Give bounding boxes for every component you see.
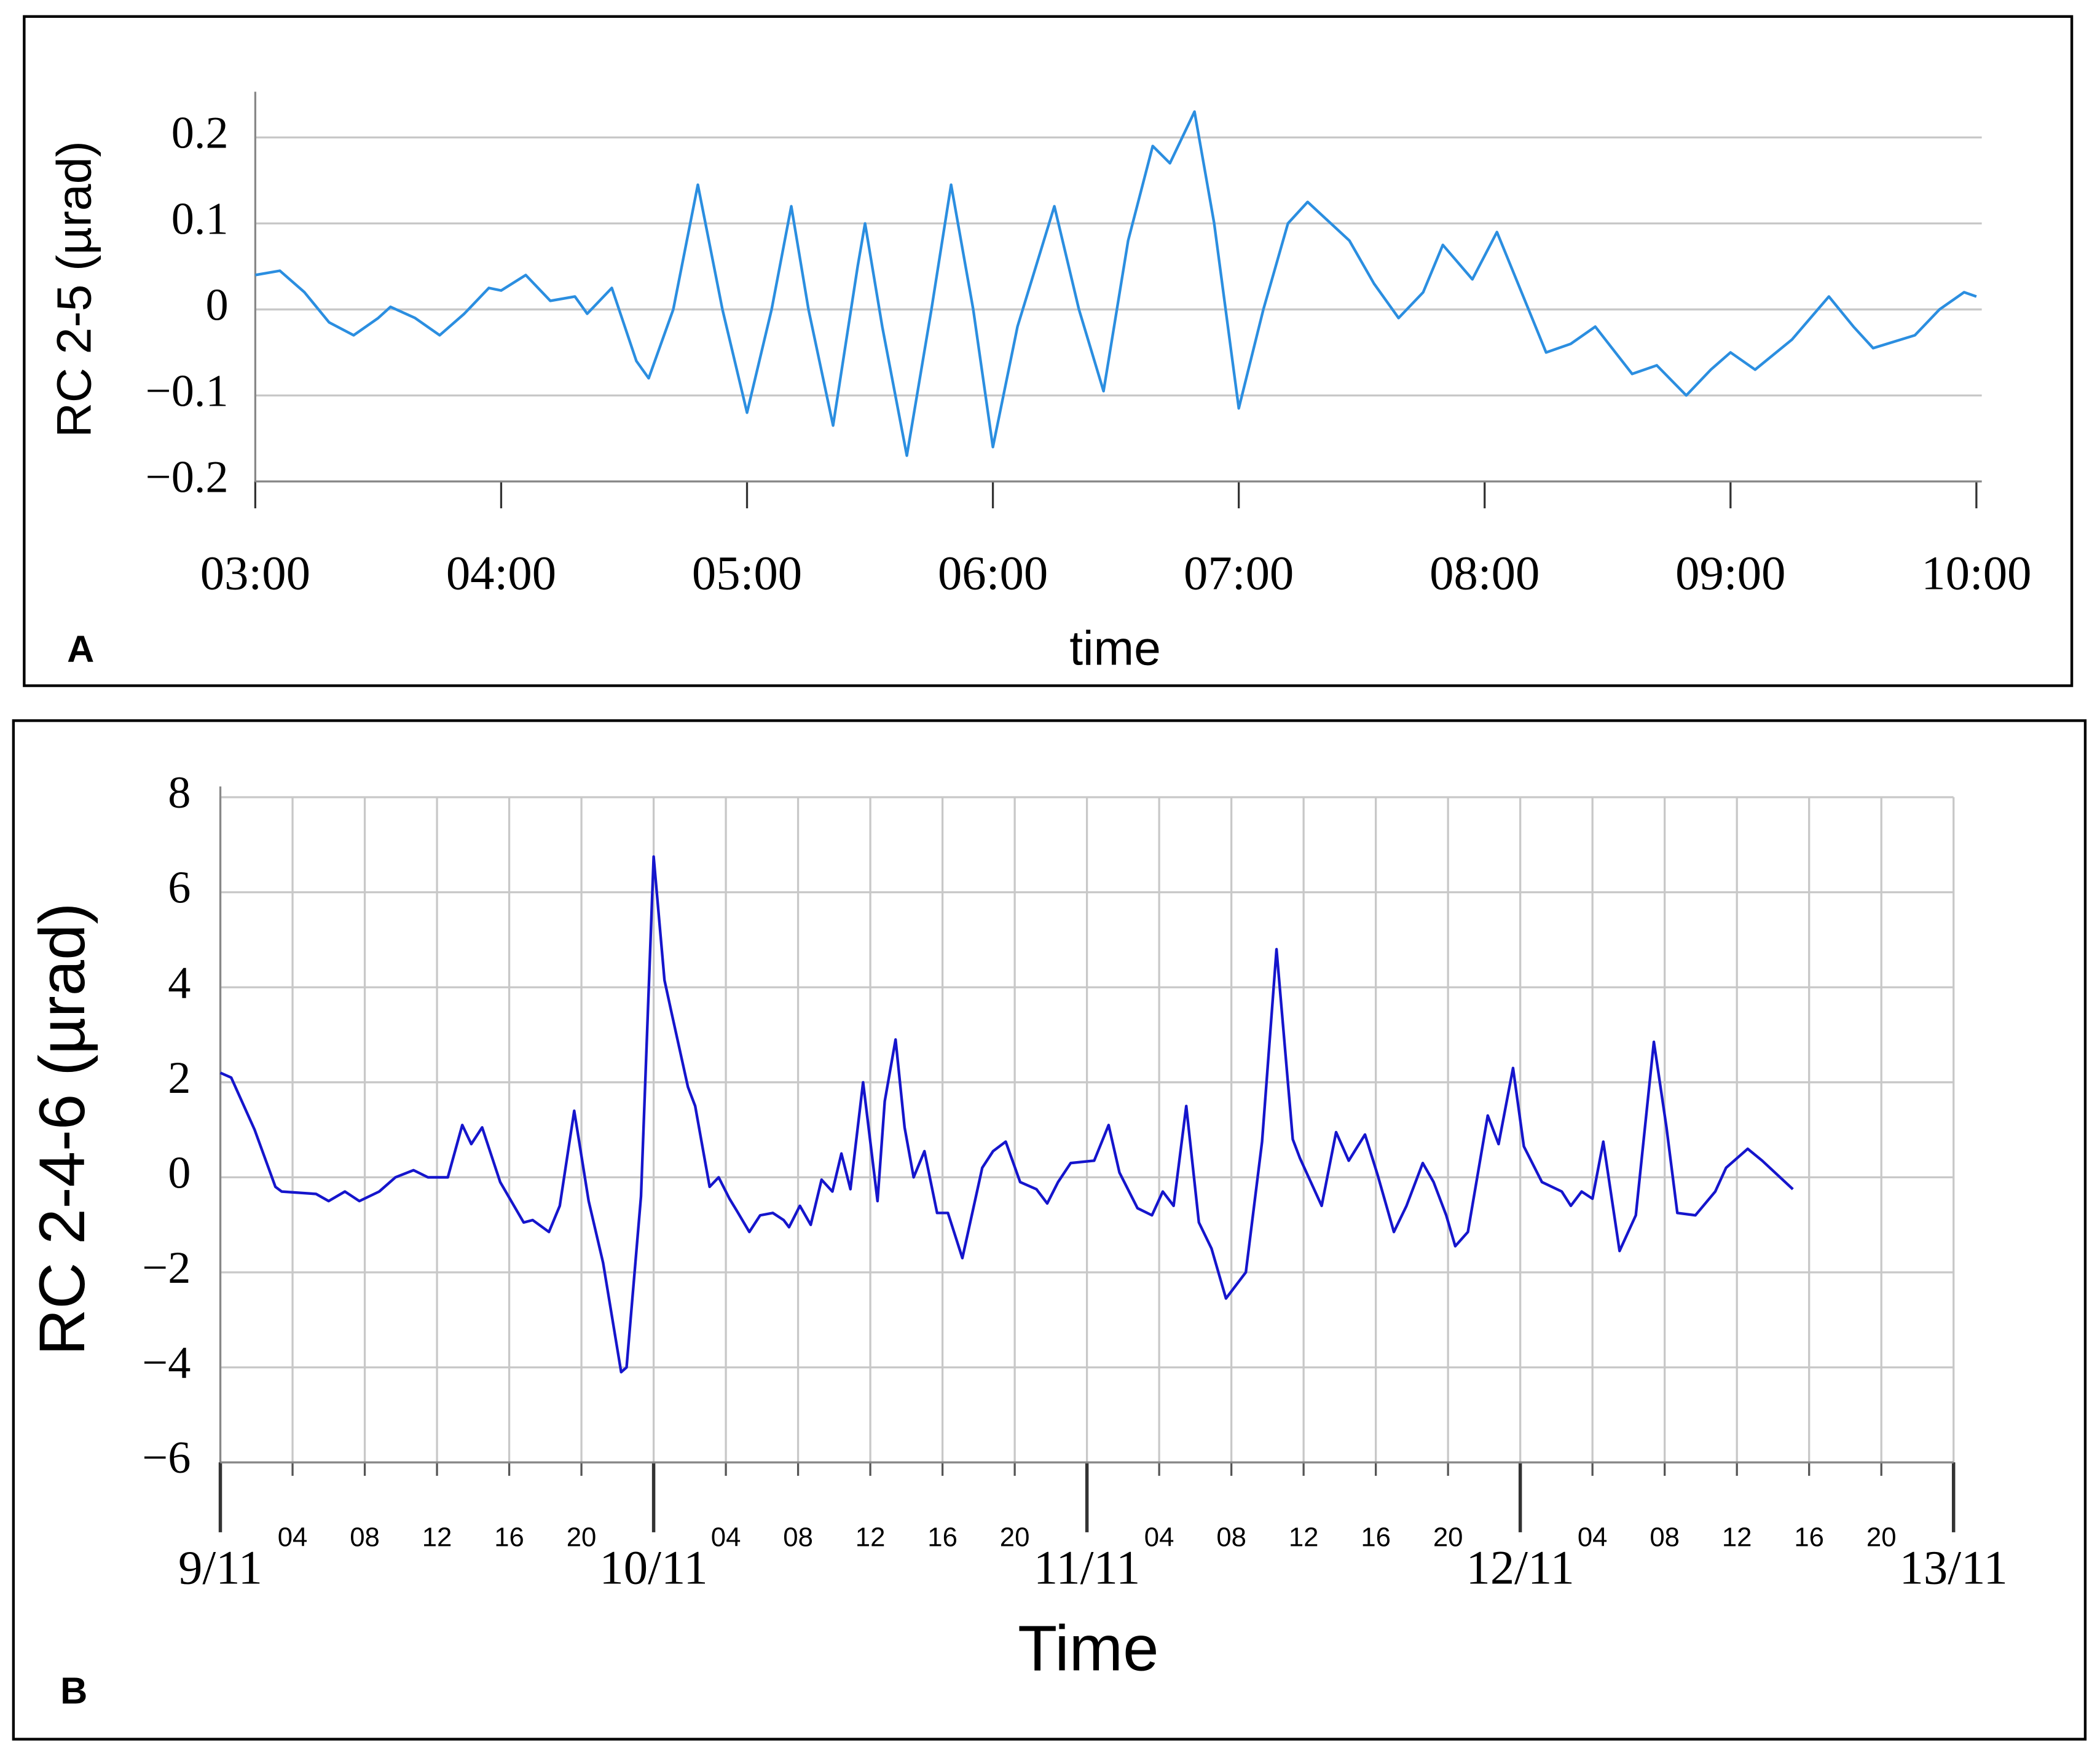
x-tick-label: 11/11 (1034, 1542, 1140, 1595)
x-tick-label: 03:00 (200, 547, 310, 601)
y-tick-label: 0.1 (171, 194, 229, 245)
x-tick-label: 08 (350, 1522, 380, 1552)
x-tick-label: 08 (1650, 1522, 1680, 1552)
data-line (219, 855, 1794, 1374)
x-tick-label: 04 (711, 1522, 741, 1552)
panel-label: A (67, 628, 94, 670)
x-tick-label: 10/11 (599, 1542, 707, 1595)
x-tick-label: 16 (1361, 1522, 1391, 1552)
y-tick-label: 0 (205, 280, 228, 330)
x-tick-label: 04 (1578, 1522, 1608, 1552)
x-axis-label: time (1069, 621, 1161, 676)
x-tick-label: 07:00 (1184, 547, 1294, 601)
y-tick-label: 8 (168, 768, 191, 818)
x-tick-label: 16 (927, 1522, 958, 1552)
x-tick-label: 10:00 (1921, 547, 2031, 601)
y-tick-label: −0.2 (146, 452, 229, 502)
y-tick-label: 2 (168, 1053, 191, 1103)
y-tick-label: 0 (168, 1148, 191, 1198)
x-tick-label: 04 (278, 1522, 308, 1552)
x-tick-label: 06:00 (938, 547, 1048, 601)
x-tick-label: 20 (1433, 1522, 1463, 1552)
x-tick-label: 12/11 (1466, 1542, 1574, 1595)
data-line (254, 110, 1977, 457)
panel-frame (23, 15, 2074, 687)
y-tick-label: 6 (168, 863, 191, 913)
x-tick-label: 16 (1794, 1522, 1824, 1552)
y-tick-label: −6 (142, 1433, 191, 1483)
x-tick-label: 08:00 (1429, 547, 1540, 601)
x-tick-label: 12 (1289, 1522, 1319, 1552)
y-axis-label: RC 2-5 (µrad) (47, 141, 101, 438)
x-tick-label: 20 (567, 1522, 597, 1552)
y-tick-label: 4 (168, 958, 191, 1008)
x-tick-label: 12 (422, 1522, 452, 1552)
x-tick-label: 16 (494, 1522, 524, 1552)
x-tick-label: 08 (783, 1522, 813, 1552)
y-tick-label: 0.2 (171, 108, 229, 159)
panel-frame (12, 719, 2087, 1741)
panel-label: B (60, 1669, 87, 1711)
y-tick-label: −0.1 (146, 366, 229, 416)
y-tick-label: −4 (142, 1338, 191, 1389)
x-tick-label: 13/11 (1900, 1542, 2008, 1595)
x-tick-label: 12 (1722, 1522, 1752, 1552)
y-axis-label: RC 2-4-6 (µrad) (26, 903, 98, 1356)
x-tick-label: 9/11 (178, 1542, 262, 1595)
y-tick-label: −2 (142, 1243, 191, 1293)
x-tick-label: 04 (1144, 1522, 1174, 1552)
x-tick-label: 04:00 (446, 547, 556, 601)
x-tick-label: 20 (1000, 1522, 1030, 1552)
x-tick-label: 20 (1866, 1522, 1897, 1552)
x-axis-label: Time (1018, 1612, 1158, 1684)
x-tick-label: 09:00 (1675, 547, 1785, 601)
x-tick-label: 08 (1216, 1522, 1246, 1552)
x-tick-label: 05:00 (692, 547, 802, 601)
x-tick-label: 12 (855, 1522, 886, 1552)
